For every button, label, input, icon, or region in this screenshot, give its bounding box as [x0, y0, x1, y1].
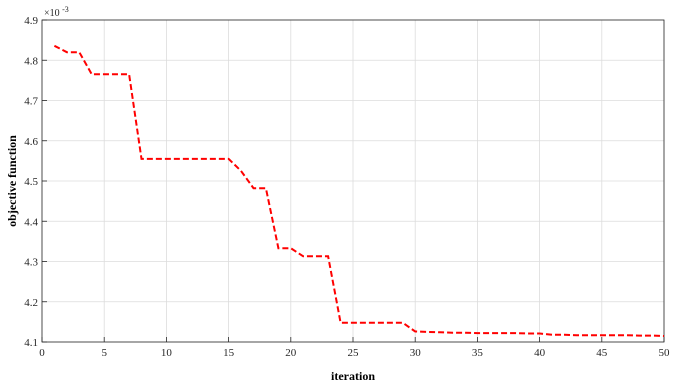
y-tick-label: 4.2: [24, 297, 38, 309]
x-tick-label: 20: [285, 347, 297, 359]
axis-ticks: 0 5 10 15 20 25 30 35 40 45 50 4.1 4.2 4.3 4.4 4.5 4.6 4.…: [24, 15, 670, 359]
y-tick-label: 4.6: [24, 136, 38, 148]
series-layer: [53, 44, 665, 337]
x-tick-label: 30: [410, 347, 422, 359]
y-axis-label: objective function: [5, 135, 19, 227]
x-tick-label: 0: [39, 347, 45, 359]
y-exponent-base: ×10: [44, 8, 60, 19]
y-tick-label: 4.9: [24, 15, 38, 27]
y-tick-label: 4.8: [24, 55, 38, 67]
x-tick-label: 5: [101, 347, 107, 359]
y-exponent-power: -3: [62, 5, 69, 14]
x-tick-label: 25: [348, 347, 360, 359]
y-exponent-label: ×10 -3: [44, 5, 69, 19]
x-tick-label: 15: [223, 347, 235, 359]
x-axis-label: iteration: [331, 369, 375, 383]
x-tick-label: 45: [596, 347, 608, 359]
y-tick-label: 4.1: [24, 337, 38, 349]
y-tick-label: 4.3: [24, 257, 38, 269]
y-tick-label: 4.5: [24, 176, 38, 188]
series-line: [53, 44, 665, 337]
x-tick-label: 10: [161, 347, 173, 359]
x-tick-label: 35: [472, 347, 484, 359]
x-tick-label: 50: [659, 347, 671, 359]
y-tick-label: 4.7: [24, 96, 38, 108]
y-tick-label: 4.4: [24, 216, 38, 228]
x-tick-label: 40: [534, 347, 546, 359]
